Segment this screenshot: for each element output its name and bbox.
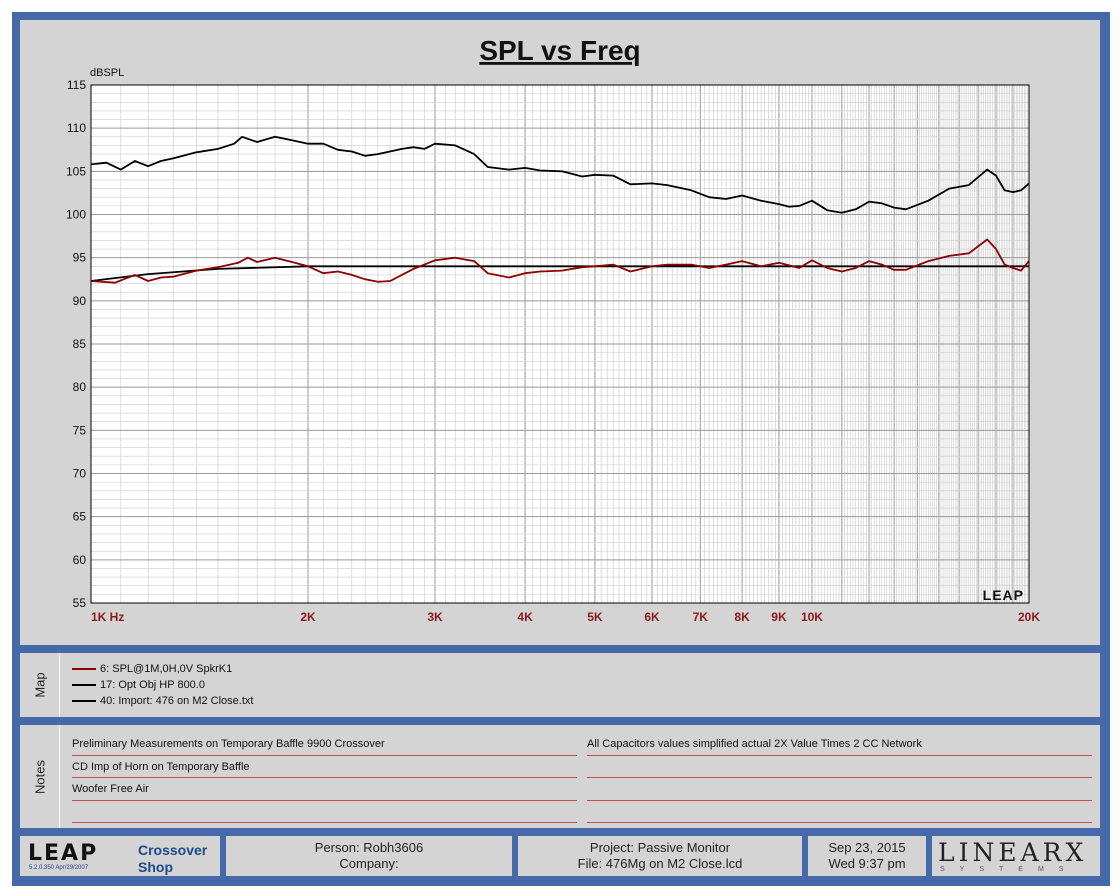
y-tick-label: 70 [73, 467, 87, 481]
y-tick-labels: 115 110 105 100 95 90 85 80 75 70 65 60 55 [66, 78, 86, 610]
notes-left-column: Preliminary Measurements on Temporary Ba… [72, 733, 577, 823]
x-tick-label: 2K [300, 610, 316, 624]
x-tick-label: 1K Hz [91, 610, 124, 624]
app-name: Crossover Shop [138, 842, 207, 876]
grid-lines [90, 84, 1030, 604]
map-item[interactable]: 17: Opt Obj HP 800.0 [72, 677, 253, 693]
leap-watermark: LEAP [983, 587, 1024, 603]
y-tick-label: 60 [73, 553, 87, 567]
series-line-1 [90, 135, 1030, 214]
footer-person-cell: Person: Robh3606 Company: [226, 836, 512, 876]
x-tick-label: 7K [693, 610, 709, 624]
map-item-swatch [72, 700, 96, 702]
footer-brand-cell: LINEARX SYSTEMS [932, 836, 1100, 876]
x-tick-label: 8K [734, 610, 750, 624]
note-line[interactable] [587, 756, 1092, 778]
x-tick-label: 20K [1018, 610, 1040, 624]
y-tick-label: 55 [73, 596, 87, 610]
series-line-2 [90, 265, 1029, 282]
note-line[interactable] [587, 778, 1092, 801]
map-item-label: 6: SPL@1M,0H,0V SpkrK1 [100, 663, 233, 675]
note-line[interactable] [72, 801, 577, 823]
map-legend: 6: SPL@1M,0H,0V SpkrK1 17: Opt Obj HP 800… [72, 661, 253, 709]
notes-right-column: All Capacitors values simplified actual … [587, 733, 1092, 823]
map-item[interactable]: 6: SPL@1M,0H,0V SpkrK1 [72, 661, 253, 677]
date-text: Sep 23, 2015 [828, 840, 906, 855]
y-tick-label: 95 [73, 251, 87, 265]
notes-panel: Notes Preliminary Measurements on Tempor… [20, 725, 1100, 828]
note-line[interactable]: CD Imp of Horn on Temporary Baffle [72, 756, 577, 778]
file-text: File: 476Mg on M2 Close.lcd [577, 856, 743, 871]
footer-date-cell: Sep 23, 2015 Wed 9:37 pm [808, 836, 926, 876]
note-line[interactable]: Preliminary Measurements on Temporary Ba… [72, 733, 577, 756]
x-tick-label: 9K [771, 610, 787, 624]
y-tick-label: 105 [66, 164, 86, 178]
y-tick-label: 100 [66, 208, 86, 222]
app-name-line2: Shop [138, 859, 173, 875]
map-label: Map [32, 672, 47, 698]
map-item-swatch [72, 684, 96, 686]
app-name-line1: Crossover [138, 842, 208, 858]
version-text: 5.2.0.350 Apr/29/2007 [29, 865, 89, 871]
company-text: Company: [339, 856, 399, 871]
map-item-label: 40: Import: 476 on M2 Close.txt [100, 695, 254, 707]
note-line[interactable] [587, 801, 1092, 823]
note-line[interactable]: Woofer Free Air [72, 778, 577, 801]
chart-panel: SPL vs Freq dBSPL 115 110 105 100 95 90 85 80 75… [20, 20, 1100, 645]
x-tick-label: 6K [644, 610, 660, 624]
person-text: Person: Robh3606 [314, 840, 424, 855]
map-side-label: Map [20, 653, 60, 717]
x-tick-label: 4K [517, 610, 533, 624]
systems-text: SYSTEMS [940, 866, 1079, 873]
y-tick-label: 110 [67, 121, 86, 135]
note-line[interactable]: All Capacitors values simplified actual … [587, 733, 1092, 756]
y-tick-label: 115 [67, 78, 86, 92]
y-tick-label: 65 [73, 510, 87, 524]
x-tick-label: 10K [801, 610, 823, 624]
linearx-logo: LINEARX [938, 838, 1088, 867]
notes-side-label: Notes [20, 725, 60, 828]
y-tick-label: 85 [73, 337, 87, 351]
y-tick-label: 90 [73, 294, 87, 308]
leap-logo: LEAP [28, 841, 99, 866]
footer-app-cell: LEAP 5.2.0.350 Apr/29/2007 Crossover Sho… [20, 836, 220, 876]
chart-title: SPL vs Freq [479, 35, 640, 66]
map-item-label: 17: Opt Obj HP 800.0 [100, 679, 205, 691]
y-axis-label: dBSPL [90, 67, 124, 79]
x-tick-label: 3K [427, 610, 443, 624]
time-text: Wed 9:37 pm [828, 856, 906, 871]
y-tick-label: 75 [73, 423, 87, 437]
series-line-3 [90, 238, 1030, 284]
x-tick-label: 5K [587, 610, 603, 624]
spl-frequency-chart: SPL vs Freq dBSPL 115 110 105 100 95 90 85 80 75… [66, 35, 1040, 624]
map-item-swatch [72, 668, 96, 670]
map-panel: Map 6: SPL@1M,0H,0V SpkrK1 17: Opt Obj HP… [20, 653, 1100, 717]
notes-label: Notes [32, 759, 47, 794]
footer-project-cell: Project: Passive Monitor File: 476Mg on … [518, 836, 802, 876]
x-tick-labels: 1K Hz 2K 3K 4K 5K 6K 7K 8K 9K 10K 20K [91, 610, 1040, 624]
project-text: Project: Passive Monitor [589, 840, 731, 855]
y-tick-label: 80 [73, 380, 87, 394]
series-lines [90, 135, 1030, 284]
map-item[interactable]: 40: Import: 476 on M2 Close.txt [72, 693, 253, 709]
